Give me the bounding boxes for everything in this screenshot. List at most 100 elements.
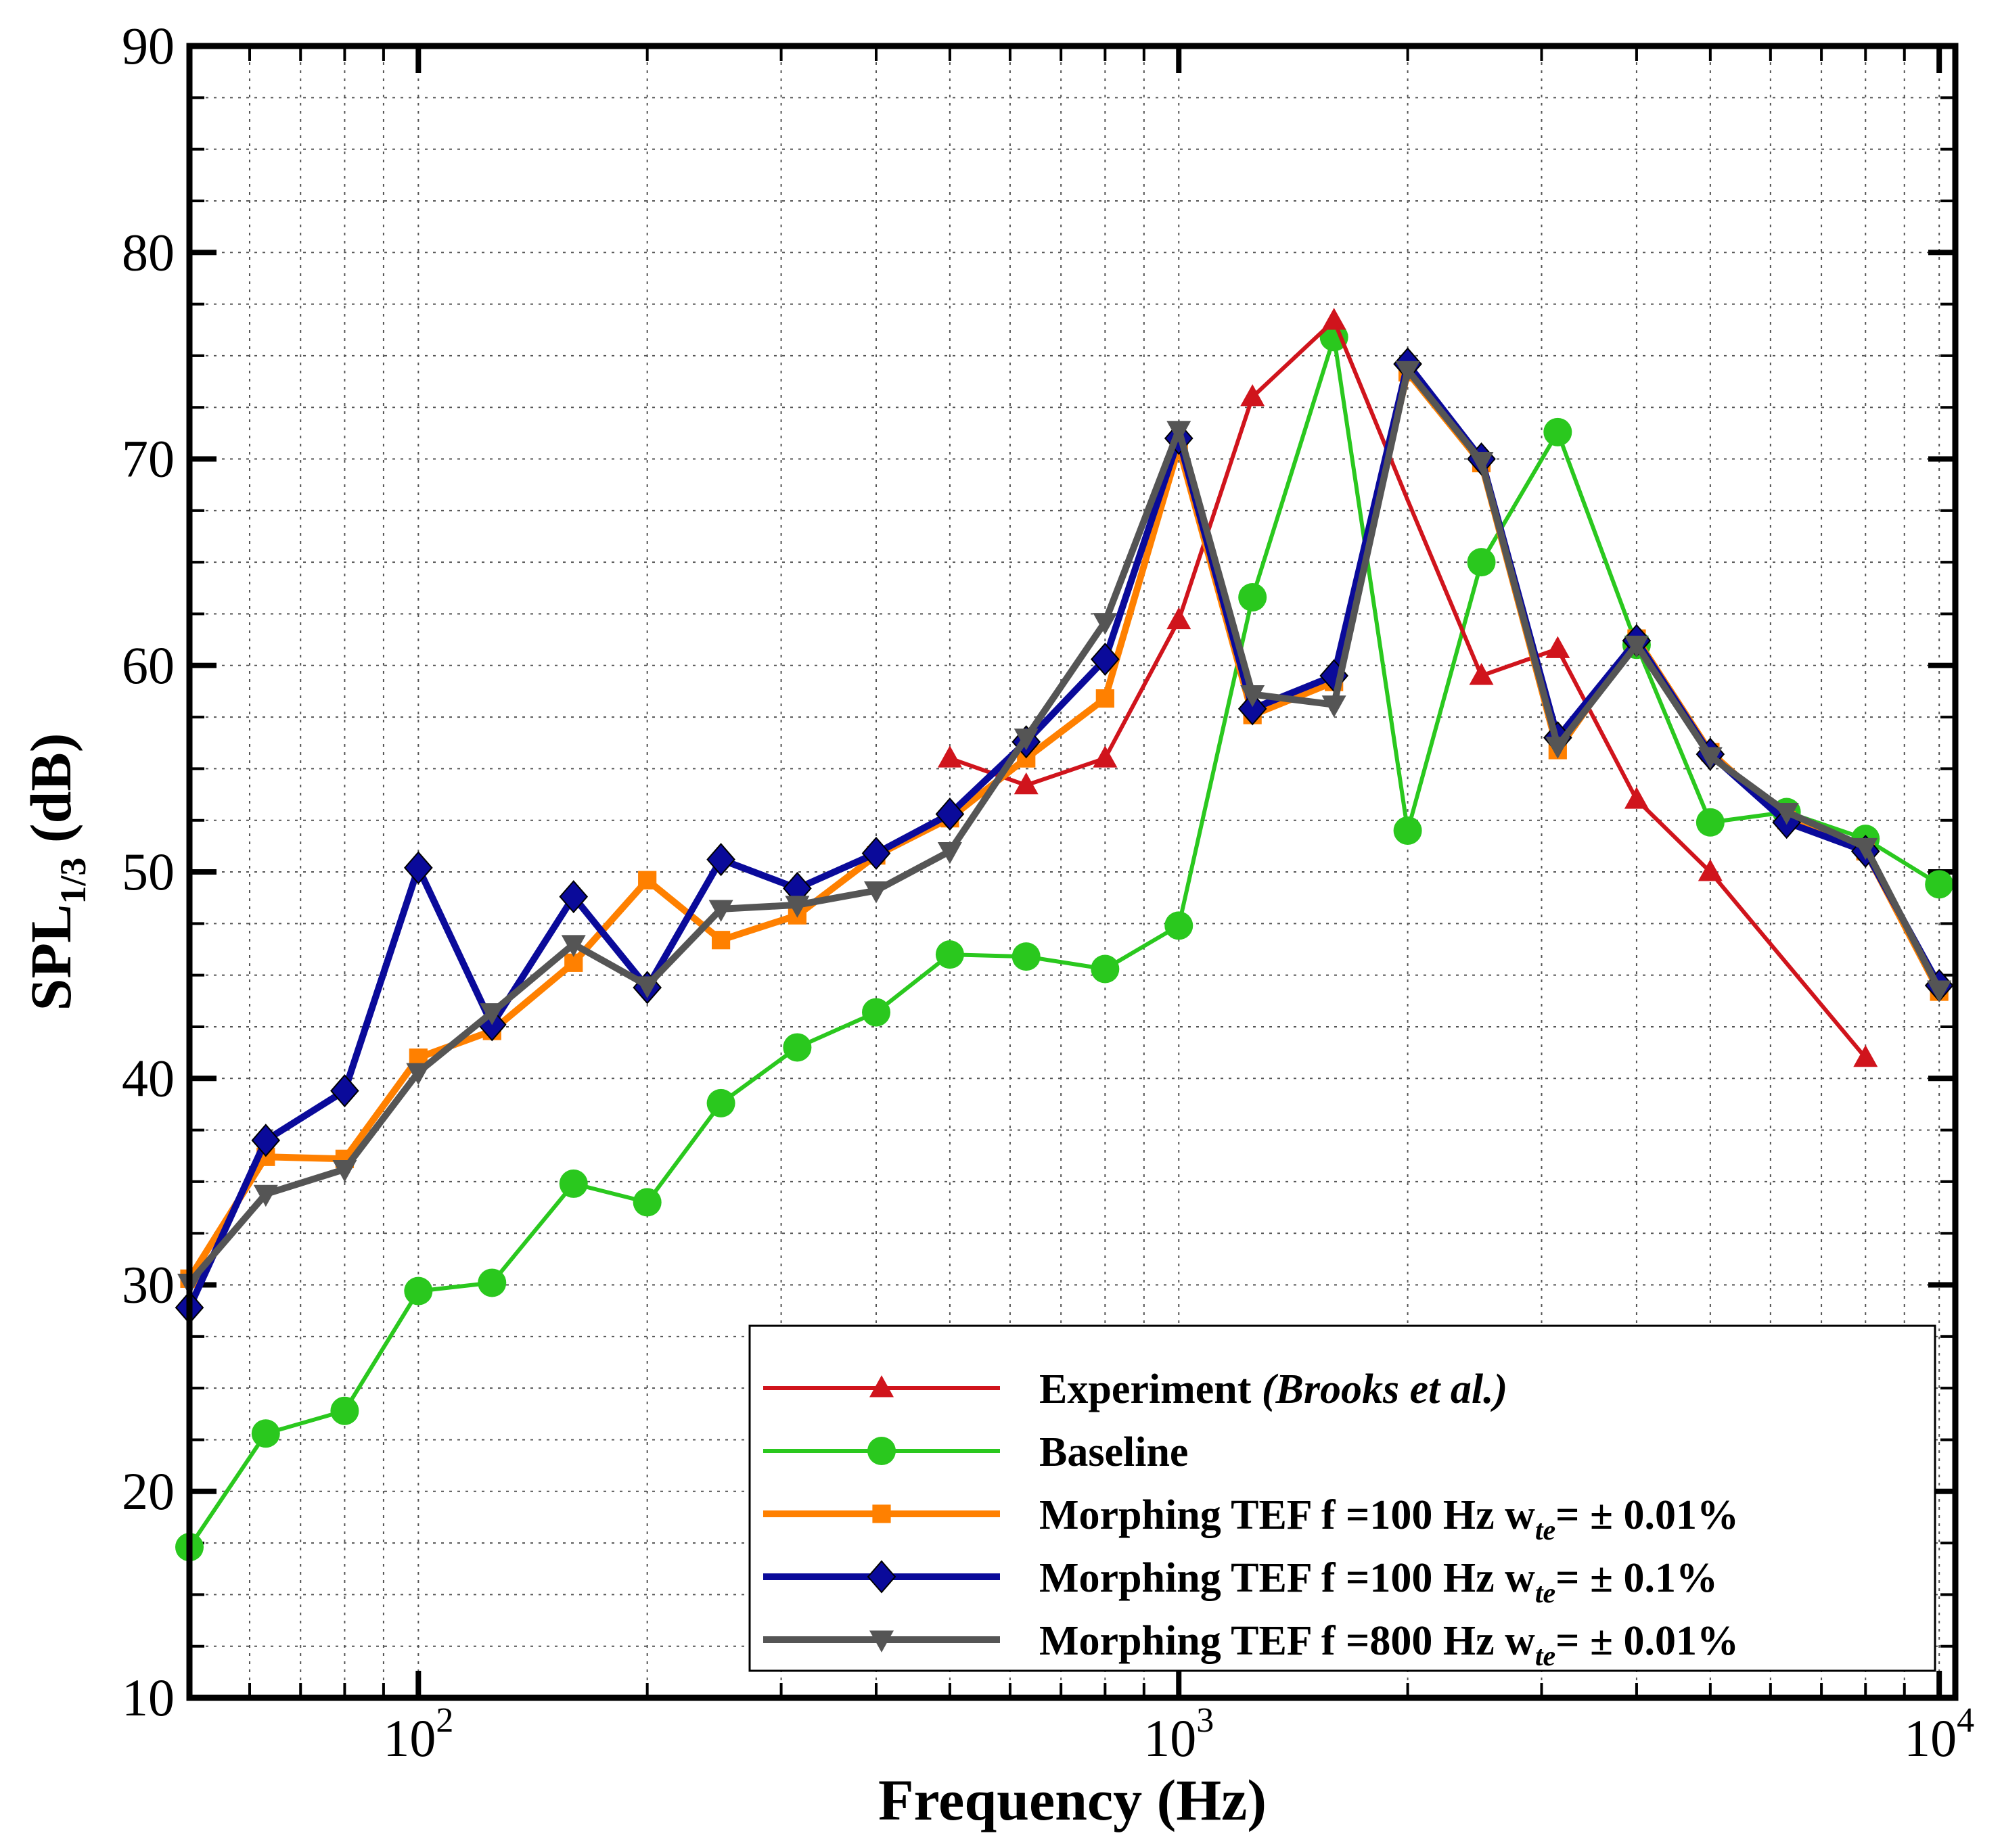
legend-label-subscript: te: [1535, 1515, 1555, 1546]
x-tick-label: 102: [383, 1701, 453, 1768]
data-point: [1545, 636, 1570, 658]
data-point: [1093, 745, 1118, 768]
data-point: [406, 1063, 431, 1085]
legend-box: [748, 1324, 1936, 1672]
data-point: [937, 841, 962, 864]
legend-label-main: Experiment: [1039, 1366, 1252, 1412]
y-tick-label: 90: [122, 16, 175, 75]
x-tick-exponent: 3: [1196, 1701, 1214, 1740]
data-point: [638, 871, 657, 890]
data-point: [1624, 787, 1649, 809]
y-axis-title: SPL1/3 (dB): [18, 733, 93, 1011]
data-point: [478, 1268, 507, 1297]
y-axis-title-main: SPL: [18, 904, 83, 1011]
x-tick-base: 10: [383, 1709, 436, 1768]
legend-label-main: Morphing TEF f =100 Hz w: [1039, 1555, 1535, 1601]
data-point: [251, 1124, 281, 1157]
x-tick-exponent: 4: [1957, 1701, 1974, 1740]
data-point: [1774, 802, 1799, 825]
series-1: [175, 323, 1954, 1562]
data-point: [1091, 954, 1120, 984]
data-point: [711, 931, 731, 950]
data-point: [1698, 747, 1723, 769]
data-point: [1014, 772, 1039, 795]
data-point: [708, 900, 733, 922]
data-point: [404, 1276, 433, 1306]
x-tick-label: 104: [1904, 1701, 1974, 1768]
data-point: [1393, 816, 1422, 845]
y-tick-label: 50: [122, 842, 175, 901]
data-point: [1011, 942, 1041, 971]
data-point: [1469, 452, 1494, 474]
y-tick-label: 30: [122, 1255, 175, 1314]
data-point: [1240, 384, 1265, 407]
data-point: [861, 837, 891, 871]
data-point: [1925, 870, 1954, 899]
data-point: [480, 1003, 505, 1025]
data-point: [1696, 808, 1725, 837]
data-point: [1853, 1044, 1878, 1067]
data-point: [1469, 663, 1494, 685]
data-point: [1395, 361, 1420, 384]
data-point: [561, 935, 586, 957]
legend: Experiment (Brooks et al.) Baseline Morphi…: [748, 1324, 1936, 1672]
legend-label-main: Morphing TEF f =100 Hz w: [1039, 1492, 1535, 1538]
x-tick-base: 10: [1904, 1709, 1957, 1768]
data-point: [935, 940, 964, 969]
legend-label: Morphing TEF f =100 Hz wte= ± 0.1%: [1039, 1555, 1718, 1609]
legend-label-main: Morphing TEF f =800 Hz w: [1039, 1618, 1535, 1664]
data-point: [706, 1088, 735, 1117]
legend-marker: [869, 1375, 894, 1397]
data-point: [1095, 689, 1114, 708]
data-point: [1543, 417, 1572, 446]
data-point: [330, 1074, 359, 1108]
data-point: [1237, 692, 1267, 726]
data-point: [404, 851, 433, 885]
data-point: [937, 745, 962, 768]
legend-label: Morphing TEF f =100 Hz wte= ± 0.01%: [1039, 1492, 1739, 1546]
data-point: [559, 880, 589, 914]
data-point: [783, 1033, 812, 1062]
data-point: [1240, 685, 1265, 708]
data-point: [635, 976, 660, 998]
legend-label-tail: = ± 0.01%: [1555, 1618, 1739, 1664]
data-point: [1545, 737, 1570, 759]
legend-label-tail: = ± 0.01%: [1555, 1492, 1739, 1538]
series-layer: [175, 308, 1954, 1562]
data-point: [785, 896, 810, 918]
data-point: [1166, 421, 1191, 443]
data-point: [253, 1184, 278, 1207]
legend-label: Baseline: [1039, 1429, 1188, 1475]
legend-marker: [867, 1437, 896, 1465]
data-point: [1166, 607, 1191, 630]
legend-label: Morphing TEF f =800 Hz wte= ± 0.01%: [1039, 1618, 1739, 1672]
y-tick-label: 10: [122, 1668, 175, 1727]
y-tick-label: 20: [122, 1462, 175, 1521]
legend-label-tail: = ± 0.1%: [1555, 1555, 1718, 1601]
legend-label-subscript: te: [1535, 1641, 1555, 1672]
data-point: [1624, 635, 1649, 658]
x-tick-base: 10: [1143, 1709, 1196, 1768]
legend-label-citation: (Brooks et al.): [1251, 1366, 1507, 1412]
x-tick-exponent: 2: [436, 1701, 453, 1740]
data-point: [332, 1160, 357, 1182]
legend-marker: [867, 1560, 896, 1594]
series-4: [177, 361, 1952, 1296]
series-0: [937, 308, 1878, 1067]
y-axis-title-unit: (dB): [18, 733, 83, 858]
series-line: [949, 317, 1867, 1059]
legend-label: Experiment (Brooks et al.): [1039, 1366, 1507, 1412]
x-axis-title: Frequency (Hz): [878, 1768, 1267, 1832]
y-axis-title-subscript: 1/3: [53, 858, 93, 904]
plot-area-frame: [186, 43, 1959, 1701]
data-point: [935, 798, 965, 831]
data-point: [1093, 613, 1118, 635]
legend-label-subscript: te: [1535, 1578, 1555, 1609]
legend-label-main: Baseline: [1039, 1429, 1188, 1475]
data-point: [1698, 859, 1723, 881]
legend-marker: [869, 1630, 894, 1653]
data-point: [633, 1188, 662, 1217]
x-tick-label: 103: [1143, 1701, 1214, 1768]
y-tick-label: 80: [122, 223, 175, 281]
data-point: [1014, 729, 1039, 751]
